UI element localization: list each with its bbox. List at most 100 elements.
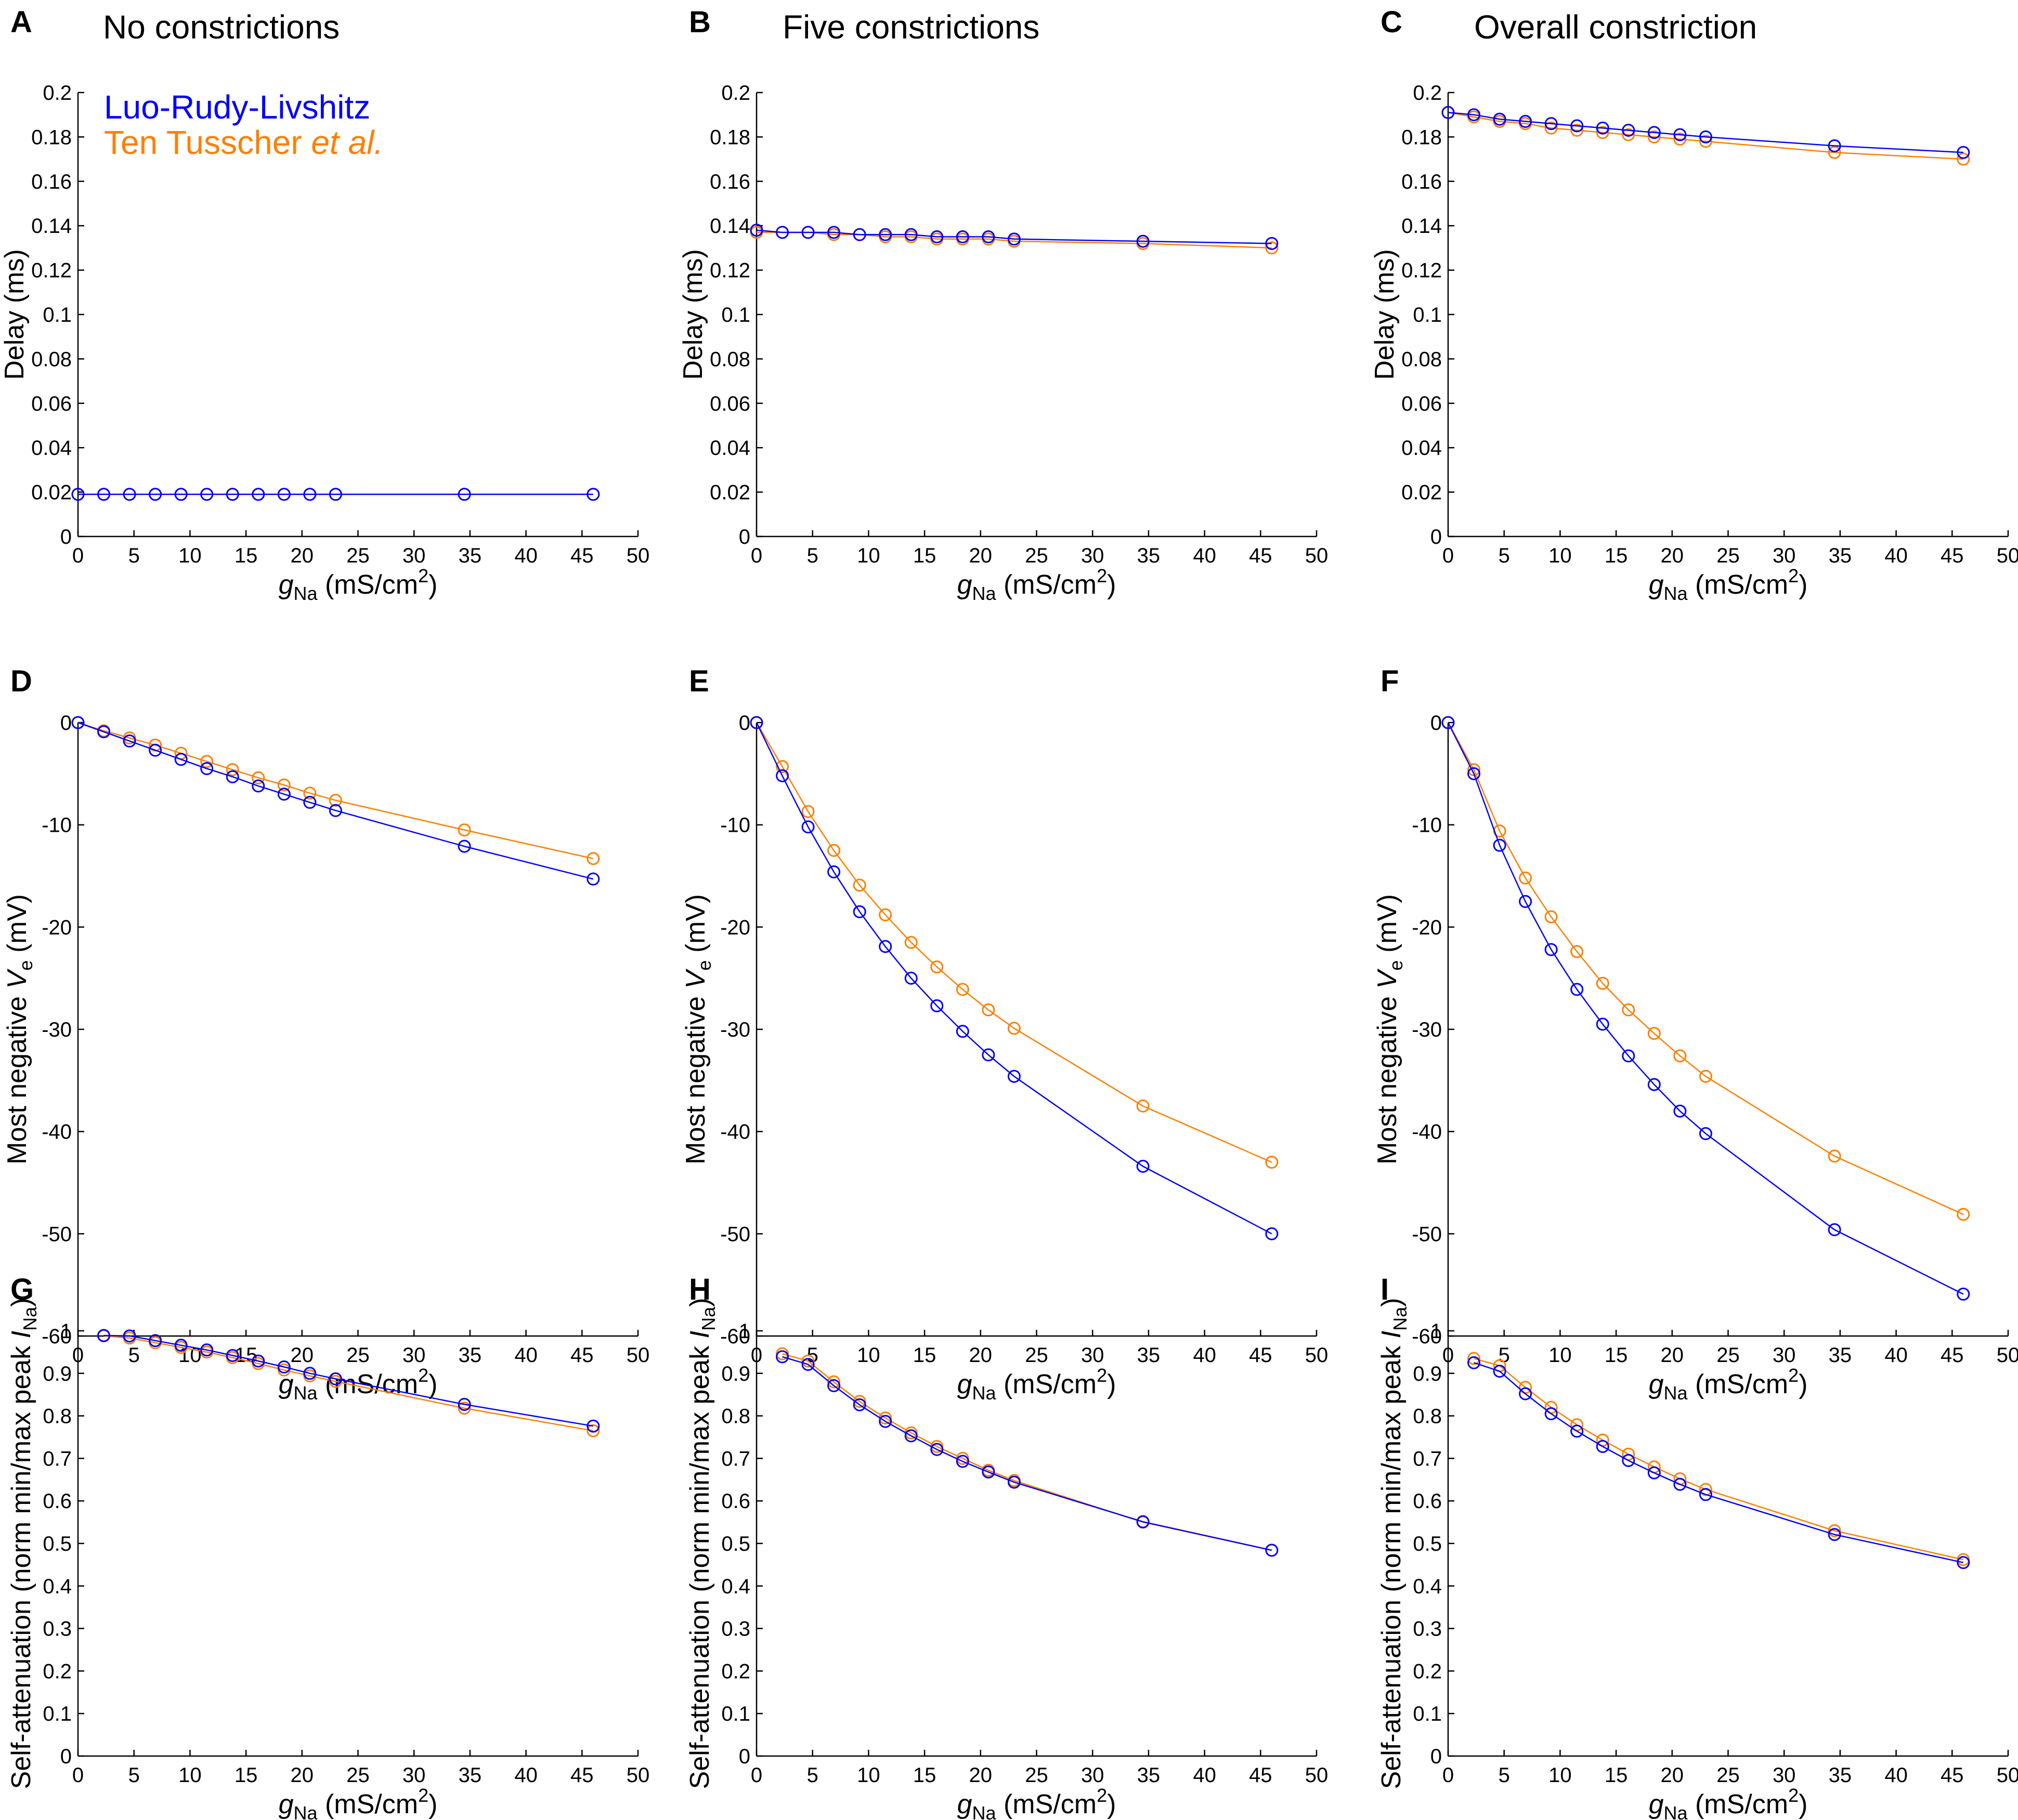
x-tick-label: 50: [1997, 1764, 2018, 1787]
x-tick-label: 20: [969, 1764, 993, 1787]
panel-letter: E: [689, 664, 709, 698]
data-point: [1699, 1127, 1712, 1141]
panel-f: 0 5 10 15 20 25 30 35 40 45 50-60-50-40-30-20-100g…: [1372, 664, 2018, 1404]
y-tick-label: 0.7: [721, 1447, 750, 1470]
y-axis-label: Self-attenuation (norm min/max peak INa): [1376, 1298, 1411, 1789]
data-point: [879, 940, 892, 953]
data-point: [1596, 1439, 1609, 1453]
data-point: [174, 488, 188, 501]
panel-h: 0 5 10 15 20 25 30 35 40 45 5000.10.20.30.40.50.60…: [685, 1273, 1328, 1820]
series-line: [77, 722, 594, 880]
panel-i: 0 5 10 15 20 25 30 35 40 45 50 0 0.1 0.2 0.3 0.4 0.5 0.6 0…: [1376, 1273, 2018, 1820]
x-tick-label: 35: [459, 1764, 482, 1787]
data-point: [1957, 1287, 1970, 1301]
data-point: [982, 1003, 995, 1017]
data-point: [776, 1350, 789, 1364]
data-point: [853, 879, 866, 892]
panel-letter: F: [1381, 664, 1399, 698]
y-tick-label: -60: [42, 1325, 72, 1348]
y-tick-label: 0.9: [721, 1363, 750, 1385]
y-tick-label: 0.8: [1413, 1405, 1442, 1428]
x-tick-label: 15: [913, 1344, 936, 1367]
y-tick-label: 0.06: [31, 392, 72, 415]
data-point: [801, 805, 815, 818]
y-tick-label: -30: [720, 1018, 750, 1041]
y-tick-label: 1: [60, 1320, 72, 1343]
data-point: [930, 960, 944, 974]
x-tick-label: 40: [514, 1344, 538, 1367]
data-point: [200, 1343, 214, 1357]
x-tick-label: 20: [1661, 1344, 1684, 1367]
series-luo-rudy-livshitz: [776, 1350, 1279, 1557]
data-point: [956, 1455, 969, 1468]
x-tick-label: 30: [1081, 1344, 1104, 1367]
data-point: [1828, 1528, 1841, 1541]
panel-title: No constrictions: [103, 8, 340, 46]
x-tick-label: 35: [459, 544, 482, 567]
data-point: [1957, 146, 1970, 159]
y-tick-label: 0.12: [710, 259, 750, 282]
x-tick-label: 35: [1137, 1764, 1161, 1787]
data-point: [853, 228, 866, 241]
x-tick-label: 25: [1025, 544, 1048, 567]
data-point: [97, 1329, 111, 1342]
data-point: [1647, 1466, 1661, 1479]
x-tick-label: 20: [969, 544, 993, 567]
y-axis-label: Most negative Ve (mV): [1372, 894, 1407, 1164]
x-tick-label: 45: [570, 544, 594, 567]
data-point: [587, 852, 600, 866]
data-point: [1519, 1387, 1532, 1400]
y-tick-label: -40: [42, 1121, 72, 1144]
data-point: [149, 1334, 162, 1347]
x-tick-label: 25: [1716, 1344, 1740, 1367]
x-axis-label: gNa (mS/cm2): [1649, 1365, 1808, 1404]
x-axis-label: gNa (mS/cm2): [1649, 565, 1808, 604]
data-point: [879, 1415, 892, 1428]
y-tick-label: 0.18: [31, 126, 72, 149]
x-tick-label: 25: [1716, 544, 1740, 567]
data-point: [303, 488, 317, 501]
x-tick-label: 0: [1442, 1764, 1454, 1787]
data-point: [1957, 152, 1970, 166]
series-line: [756, 229, 1272, 244]
x-tick-label: 40: [1193, 1344, 1216, 1367]
data-point: [1622, 1454, 1635, 1467]
data-point: [71, 716, 85, 729]
x-tick-label: 10: [857, 544, 880, 567]
panel-letter: G: [10, 1273, 34, 1306]
panel-letter: C: [1381, 5, 1402, 39]
data-point: [303, 795, 317, 809]
x-tick-label: 10: [857, 1344, 880, 1367]
x-tick-label: 45: [1941, 1764, 1964, 1787]
y-tick-label: -40: [720, 1121, 750, 1144]
data-point: [1570, 119, 1584, 133]
series-luo-rudy-livshitz: [71, 716, 600, 886]
data-point: [1441, 716, 1455, 729]
x-tick-label: 20: [291, 1344, 314, 1367]
data-point: [329, 1372, 342, 1385]
data-point: [1699, 1488, 1712, 1501]
y-tick-label: 0: [60, 526, 72, 548]
y-tick-label: -50: [42, 1223, 72, 1246]
data-point: [1570, 945, 1584, 959]
x-tick-label: 50: [1305, 1344, 1329, 1367]
y-tick-label: 0: [739, 712, 750, 735]
panel-letter: D: [10, 664, 32, 698]
data-point: [1828, 1524, 1841, 1537]
series-line: [103, 1335, 594, 1432]
y-tick-label: 0.02: [710, 481, 750, 504]
y-tick-label: 0.1: [1413, 1703, 1442, 1725]
data-point: [1136, 1160, 1150, 1173]
series-luo-rudy-livshitz: [1441, 716, 1970, 1301]
x-tick-label: 45: [1249, 1764, 1272, 1787]
data-point: [1493, 839, 1506, 852]
x-tick-label: 15: [235, 1764, 258, 1787]
data-point: [776, 760, 789, 774]
x-tick-label: 45: [1249, 1344, 1272, 1367]
data-point: [1570, 983, 1584, 996]
y-tick-label: -10: [42, 814, 72, 837]
y-tick-label: 0.14: [31, 215, 72, 238]
data-point: [1136, 234, 1150, 248]
data-point: [801, 1354, 815, 1368]
